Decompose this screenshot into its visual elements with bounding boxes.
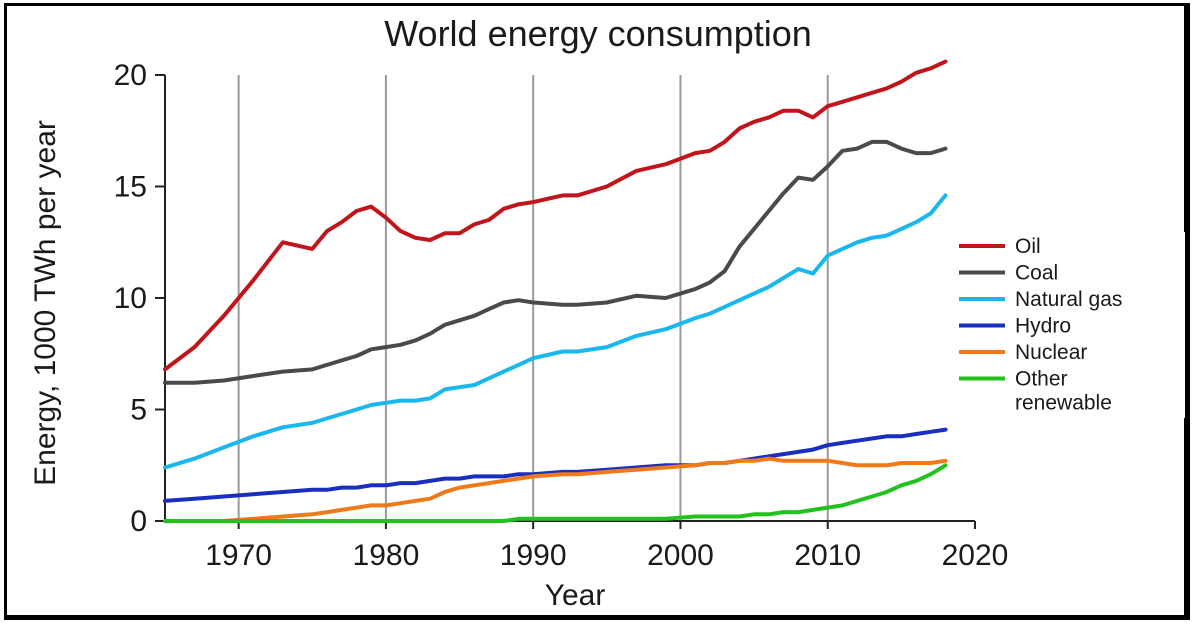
legend-label-nuclear: Nuclear	[1015, 341, 1087, 364]
x-tick-label: 1990	[500, 539, 567, 572]
legend-label-natural-gas: Natural gas	[1015, 288, 1122, 311]
y-tick-labels: 0 5 10 15 20	[114, 59, 147, 538]
chart-title: World energy consumption	[384, 13, 812, 54]
x-axis-label: Year	[545, 579, 606, 612]
x-tick-label: 1980	[353, 539, 420, 572]
series-line-coal	[163, 139, 948, 385]
grid-lines	[237, 75, 829, 521]
y-tick-label: 15	[114, 171, 147, 204]
y-tick-label: 10	[114, 282, 147, 315]
legend-label-hydro: Hydro	[1015, 315, 1071, 338]
x-tick-label: 1970	[205, 539, 272, 572]
series-line-nuclear	[163, 456, 948, 523]
y-axis-label: Energy, 1000 TWh per year	[29, 120, 62, 486]
x-tick-labels: 1970 1980 1990 2000 2010 2020	[205, 539, 1008, 572]
y-tick-label: 5	[130, 394, 147, 427]
axes	[155, 74, 976, 529]
x-tick-label: 2020	[942, 539, 1009, 572]
series-line-natural-gas	[163, 193, 948, 470]
y-tick-label: 0	[130, 505, 147, 538]
x-tick-label: 2000	[647, 539, 714, 572]
series-lines	[163, 59, 948, 523]
series-line-oil	[163, 59, 948, 372]
x-tick-label: 2010	[794, 539, 861, 572]
energy-chart: World energy consumption 1970 1980 1990 200…	[29, 13, 1185, 612]
legend: Oil Coal Natural gas Hydro Nuclear Other renew…	[949, 232, 1185, 418]
legend-label-oil: Oil	[1015, 235, 1041, 258]
legend-label-coal: Coal	[1015, 262, 1058, 285]
y-tick-label: 20	[114, 59, 147, 92]
series-line-other-renewable	[163, 463, 948, 523]
series-line-hydro	[163, 427, 948, 503]
chart-frame: World energy consumption 1970 1980 1990 200…	[4, 3, 1190, 620]
legend-label-other-renewable: Other renewable	[1015, 368, 1112, 415]
